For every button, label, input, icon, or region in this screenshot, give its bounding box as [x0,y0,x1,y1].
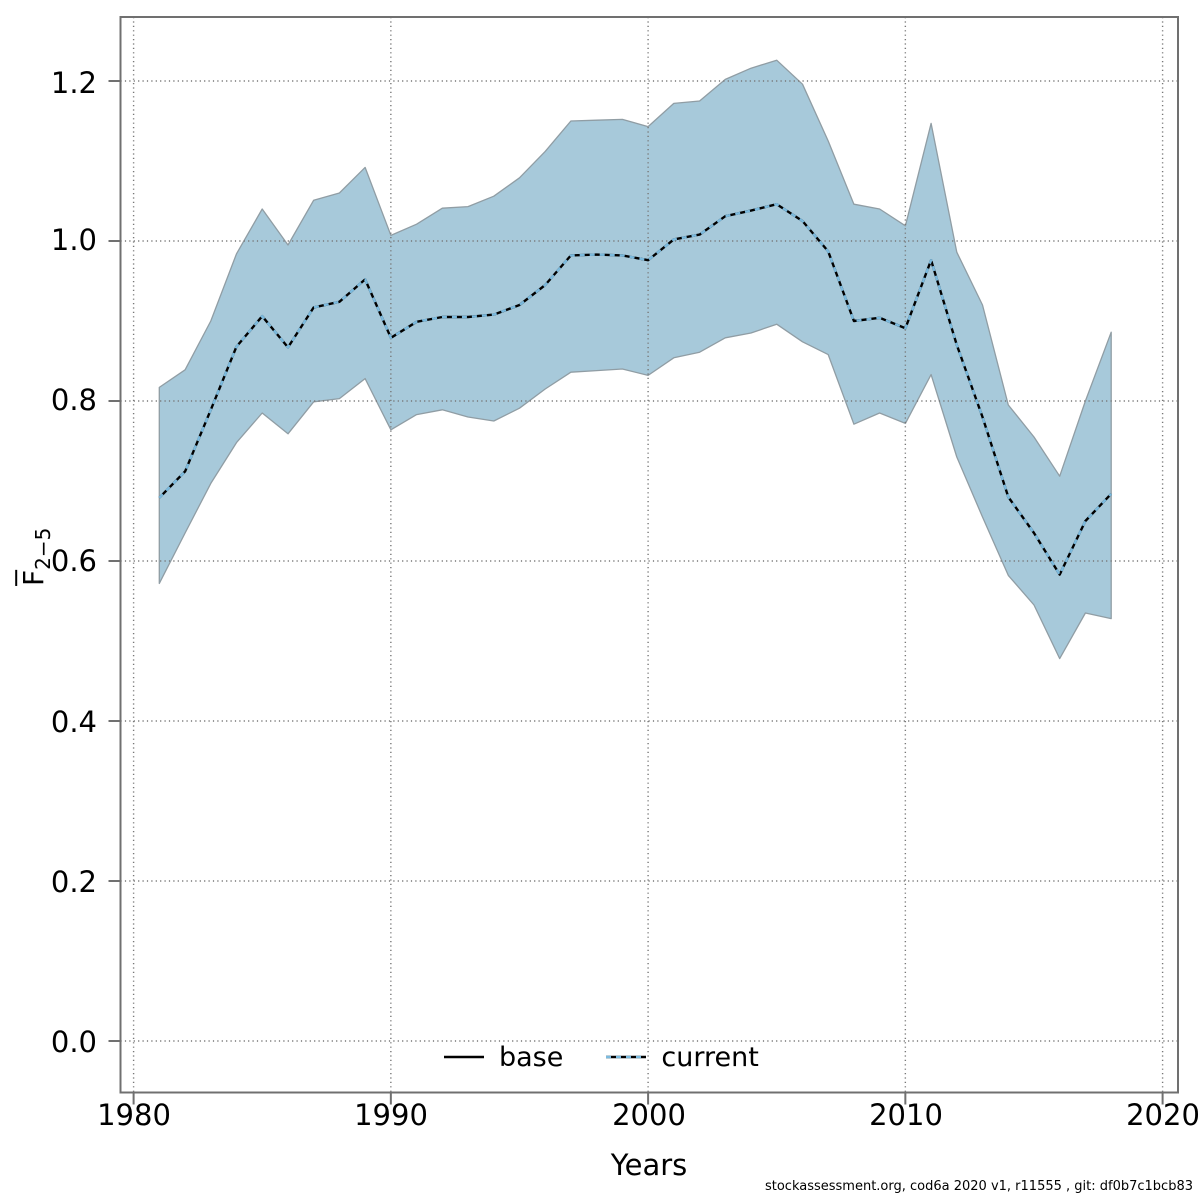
axis-ticks [108,80,1164,1105]
footer-attribution: stockassessment.org, cod6a 2020 v1, r115… [764,1179,1193,1194]
legend-label-base: base [499,1041,564,1073]
y-tick-label: 0.4 [50,705,97,739]
y-tick-label: 1.2 [50,66,97,100]
y-axis-label-subscript: 2−5 [30,527,55,570]
current-line [158,203,1113,576]
y-tick-label: 0.8 [50,383,97,417]
x-tick-label: 2010 [869,1098,943,1132]
x-axis-label: Years [610,1148,688,1182]
plot-frame [119,16,1179,1094]
x-tick-label: 1980 [97,1098,171,1132]
y-tick-label: 0.6 [50,544,97,578]
confidence-band [158,59,1112,660]
gridlines [120,17,1178,1093]
legend-base-line-sample [444,1055,484,1059]
y-axis-label-symbol: F [17,569,51,586]
legend-current-line-sample [606,1055,647,1059]
y-tick-label: 0.0 [50,1025,97,1059]
y-tick-label: 1.0 [50,223,97,257]
x-tick-label: 2000 [612,1098,686,1132]
x-tick-label: 2020 [1126,1098,1200,1132]
legend: base current [443,1041,759,1073]
legend-label-current: current [661,1041,759,1073]
y-axis-label: F2−5 [17,477,55,637]
x-tick-label: 1990 [354,1098,428,1132]
y-tick-label: 0.2 [50,865,97,899]
